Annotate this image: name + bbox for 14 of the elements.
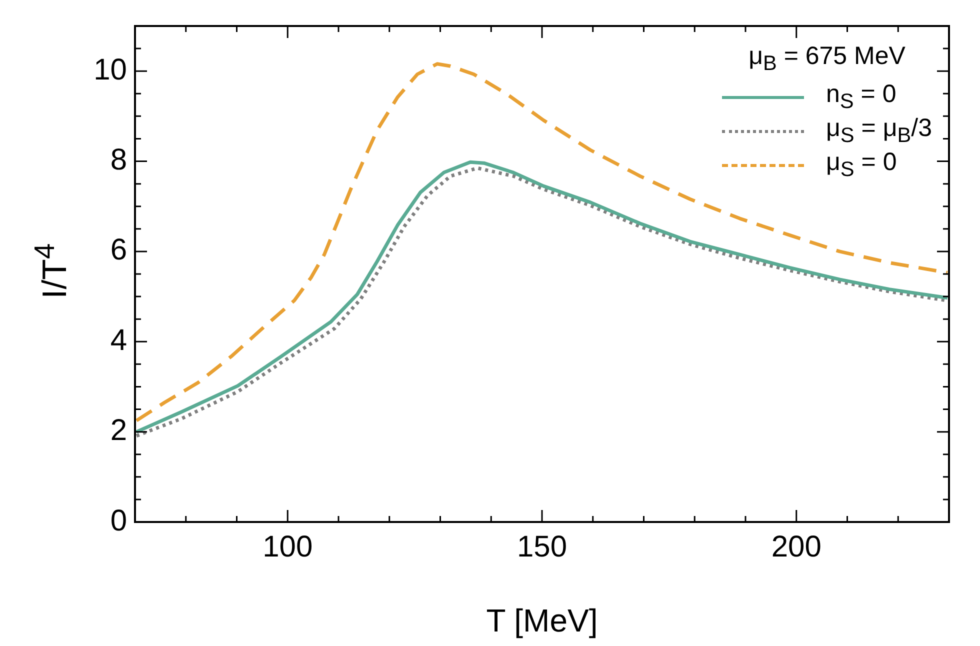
legend-label: μ$_{S}$ = 0 — [826, 148, 897, 182]
legend-label: μ$_{S}$ = μ$_{B}$/3 — [826, 114, 932, 148]
legend-label: n$_{S}$ = 0 — [826, 80, 896, 114]
y-tick-label: 4 — [110, 324, 127, 357]
y-tick-label: 6 — [110, 234, 127, 267]
y-tick-label: 2 — [110, 414, 127, 448]
x-tick-label: 100 — [262, 530, 313, 564]
x-tick-label: 150 — [516, 530, 568, 564]
y-tick-label: 8 — [110, 144, 127, 177]
x-tick-label: 200 — [771, 530, 822, 564]
legend-title: μ$_{B}$ = 675 MeV — [748, 42, 906, 76]
x-axis-title: T [MeV] — [486, 602, 598, 639]
y-tick-label: 0 — [110, 504, 127, 538]
y-tick-label: 10 — [94, 53, 127, 86]
